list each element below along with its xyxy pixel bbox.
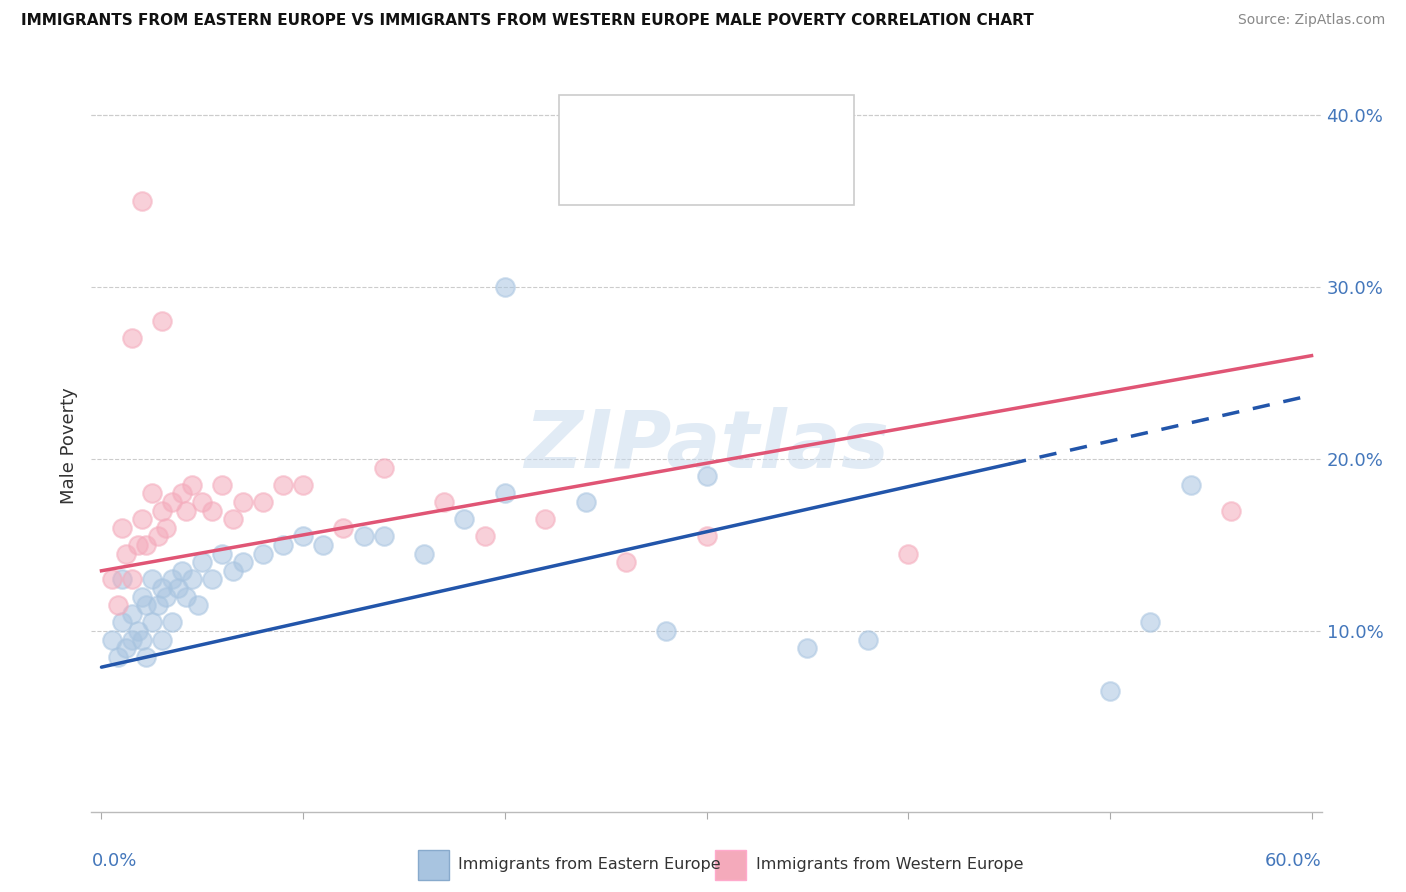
- Text: 60.0%: 60.0%: [1265, 852, 1322, 870]
- FancyBboxPatch shape: [419, 849, 450, 880]
- Point: [353, 529, 375, 543]
- Point: [252, 547, 274, 561]
- Point: [121, 632, 143, 647]
- Point: [292, 477, 315, 491]
- Point: [131, 590, 153, 604]
- Point: [131, 512, 153, 526]
- Point: [312, 538, 335, 552]
- Point: [141, 486, 163, 500]
- Point: [1219, 503, 1241, 517]
- Point: [221, 512, 243, 526]
- Point: [181, 573, 204, 587]
- Point: [146, 529, 169, 543]
- Point: [135, 538, 157, 552]
- Point: [187, 598, 209, 612]
- Point: [155, 590, 177, 604]
- Point: [221, 564, 243, 578]
- Point: [494, 280, 516, 294]
- Point: [1098, 684, 1121, 698]
- Point: [413, 547, 436, 561]
- Point: [191, 555, 214, 569]
- Point: [695, 529, 717, 543]
- Point: [146, 598, 169, 612]
- Point: [271, 538, 294, 552]
- Point: [211, 477, 233, 491]
- FancyBboxPatch shape: [716, 849, 747, 880]
- Point: [796, 641, 818, 656]
- Point: [150, 503, 173, 517]
- Point: [332, 521, 354, 535]
- Point: [167, 581, 190, 595]
- Point: [232, 555, 254, 569]
- Text: Source: ZipAtlas.com: Source: ZipAtlas.com: [1237, 13, 1385, 28]
- Point: [121, 331, 143, 345]
- Point: [100, 573, 122, 587]
- Point: [534, 512, 557, 526]
- Point: [172, 486, 194, 500]
- Point: [150, 581, 173, 595]
- Point: [211, 547, 233, 561]
- Point: [127, 624, 149, 638]
- Point: [160, 615, 183, 630]
- Y-axis label: Male Poverty: Male Poverty: [59, 388, 77, 504]
- Point: [135, 598, 157, 612]
- Point: [373, 529, 395, 543]
- Point: [174, 503, 197, 517]
- Point: [695, 469, 717, 483]
- Point: [614, 555, 637, 569]
- Point: [252, 495, 274, 509]
- Text: Immigrants from Western Europe: Immigrants from Western Europe: [755, 857, 1024, 872]
- Point: [1180, 477, 1202, 491]
- Point: [373, 460, 395, 475]
- Point: [114, 641, 136, 656]
- Text: IMMIGRANTS FROM EASTERN EUROPE VS IMMIGRANTS FROM WESTERN EUROPE MALE POVERTY CO: IMMIGRANTS FROM EASTERN EUROPE VS IMMIGR…: [21, 13, 1033, 29]
- Point: [135, 649, 157, 664]
- Point: [114, 547, 136, 561]
- Point: [160, 573, 183, 587]
- Point: [111, 573, 134, 587]
- Point: [201, 573, 224, 587]
- Text: ZIPatlas: ZIPatlas: [524, 407, 889, 485]
- Point: [1139, 615, 1161, 630]
- Point: [127, 538, 149, 552]
- Point: [191, 495, 214, 509]
- Point: [271, 477, 294, 491]
- Point: [121, 573, 143, 587]
- Point: [107, 598, 129, 612]
- Point: [201, 503, 224, 517]
- Point: [150, 632, 173, 647]
- Point: [111, 615, 134, 630]
- Point: [131, 632, 153, 647]
- Point: [111, 521, 134, 535]
- Point: [574, 495, 596, 509]
- Point: [131, 194, 153, 208]
- Point: [856, 632, 879, 647]
- Point: [655, 624, 678, 638]
- Point: [107, 649, 129, 664]
- Point: [155, 521, 177, 535]
- Point: [494, 486, 516, 500]
- Point: [160, 495, 183, 509]
- Point: [172, 564, 194, 578]
- Point: [141, 615, 163, 630]
- Point: [174, 590, 197, 604]
- Point: [232, 495, 254, 509]
- Text: 0.0%: 0.0%: [91, 852, 136, 870]
- Text: Immigrants from Eastern Europe: Immigrants from Eastern Europe: [458, 857, 721, 872]
- Point: [121, 607, 143, 621]
- Point: [292, 529, 315, 543]
- Point: [100, 632, 122, 647]
- Point: [141, 573, 163, 587]
- Point: [897, 547, 920, 561]
- Point: [181, 477, 204, 491]
- Point: [150, 314, 173, 328]
- Point: [433, 495, 456, 509]
- Point: [474, 529, 496, 543]
- Point: [453, 512, 475, 526]
